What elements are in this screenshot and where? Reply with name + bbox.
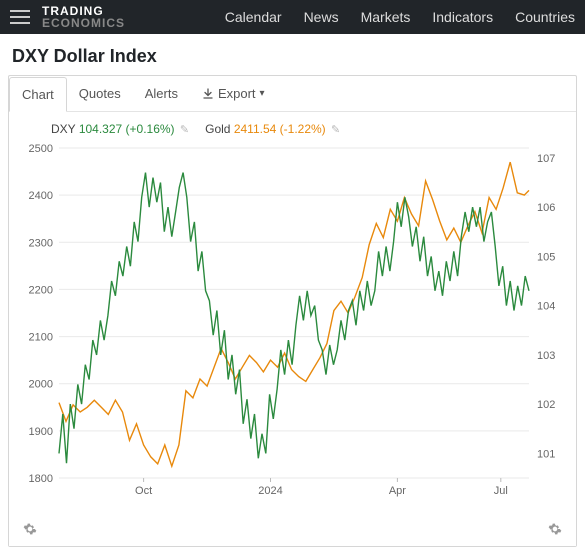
chart-panel: Chart Quotes Alerts Export ▾ DXY 104.327… <box>8 75 577 547</box>
legend-gold-name: Gold <box>205 122 230 136</box>
svg-text:107: 107 <box>537 153 555 165</box>
svg-text:1800: 1800 <box>29 473 53 485</box>
legend-gold-value: 2411.54 (-1.22%) <box>234 122 326 136</box>
nav-calendar[interactable]: Calendar <box>225 9 282 25</box>
tab-alerts[interactable]: Alerts <box>133 76 190 111</box>
series-gold-line <box>59 162 529 466</box>
caret-down-icon: ▾ <box>260 88 265 99</box>
edit-dxy-icon[interactable]: ✎ <box>180 124 189 136</box>
legend-dxy[interactable]: DXY 104.327 (+0.16%) ✎ <box>51 122 189 136</box>
top-nav-bar: TRADING ECONOMICS Calendar News Markets … <box>0 0 585 34</box>
nav-countries[interactable]: Countries <box>515 9 575 25</box>
price-chart[interactable]: 1800 1900 2000 2100 2200 2300 2400 2500 101 102 10… <box>15 142 570 522</box>
svg-text:Oct: Oct <box>135 485 152 497</box>
svg-text:2300: 2300 <box>29 237 53 249</box>
nav-news[interactable]: News <box>304 9 339 25</box>
top-nav-links: Calendar News Markets Indicators Countri… <box>225 9 575 25</box>
svg-text:2200: 2200 <box>29 284 53 296</box>
chart-legend: DXY 104.327 (+0.16%) ✎ Gold 2411.54 (-1.… <box>15 120 570 142</box>
site-logo[interactable]: TRADING ECONOMICS <box>42 5 125 29</box>
export-button[interactable]: Export ▾ <box>190 76 277 111</box>
tab-quotes[interactable]: Quotes <box>67 76 133 111</box>
panel-tabs: Chart Quotes Alerts Export ▾ <box>9 76 576 112</box>
legend-dxy-name: DXY <box>51 122 75 136</box>
series-dxy-line <box>59 173 529 464</box>
svg-text:101: 101 <box>537 448 555 460</box>
logo-text-bottom: ECONOMICS <box>42 17 125 29</box>
legend-gold[interactable]: Gold 2411.54 (-1.22%) ✎ <box>205 122 340 136</box>
download-icon <box>202 88 214 100</box>
svg-text:104: 104 <box>537 301 555 313</box>
svg-text:2000: 2000 <box>29 379 53 391</box>
chart-area: DXY 104.327 (+0.16%) ✎ Gold 2411.54 (-1.… <box>9 112 576 546</box>
nav-indicators[interactable]: Indicators <box>432 9 493 25</box>
svg-text:105: 105 <box>537 251 555 263</box>
svg-text:102: 102 <box>537 399 555 411</box>
svg-text:2400: 2400 <box>29 190 53 202</box>
svg-text:2024: 2024 <box>258 485 282 497</box>
svg-text:Jul: Jul <box>494 485 508 497</box>
settings-left-icon[interactable] <box>23 522 37 536</box>
tab-chart[interactable]: Chart <box>9 77 67 112</box>
nav-markets[interactable]: Markets <box>361 9 411 25</box>
svg-text:2500: 2500 <box>29 143 53 155</box>
page-title: DXY Dollar Index <box>0 34 585 75</box>
edit-gold-icon[interactable]: ✎ <box>331 124 340 136</box>
svg-text:Apr: Apr <box>389 485 406 497</box>
svg-text:2100: 2100 <box>29 332 53 344</box>
legend-dxy-value: 104.327 (+0.16%) <box>79 122 175 136</box>
svg-text:1900: 1900 <box>29 426 53 438</box>
settings-right-icon[interactable] <box>548 522 562 536</box>
svg-text:106: 106 <box>537 202 555 214</box>
svg-text:103: 103 <box>537 350 555 362</box>
menu-icon[interactable] <box>10 10 30 24</box>
